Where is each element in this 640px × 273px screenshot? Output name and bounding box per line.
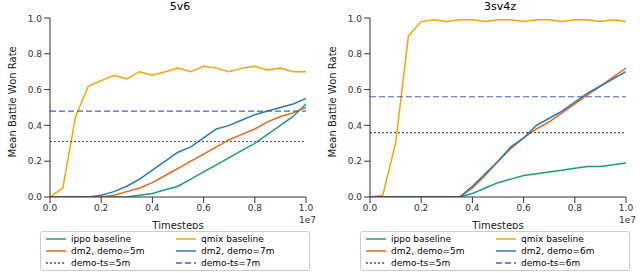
svg-text:0.2: 0.2 <box>348 156 362 166</box>
svg-text:Timesteps: Timesteps <box>471 220 523 229</box>
html-text:1e7: 1e7 <box>299 215 316 225</box>
svg-text:0.4: 0.4 <box>348 121 363 131</box>
svg-text:0.8: 0.8 <box>248 203 263 213</box>
svg-text:Mean Battle Won Rate: Mean Battle Won Rate <box>8 46 18 157</box>
html-text:1e7: 1e7 <box>619 215 636 225</box>
html-text:demo-ts=6m: demo-ts=6m <box>521 258 581 268</box>
svg-text:0.0: 0.0 <box>28 192 43 202</box>
svg-text:0.6: 0.6 <box>516 203 531 213</box>
html-text:3sv4z: 3sv4z <box>484 0 516 13</box>
html-text:dm2, demo=7m: dm2, demo=7m <box>201 246 275 256</box>
svg-text:0.2: 0.2 <box>28 156 42 166</box>
svg-text:1.0: 1.0 <box>28 14 43 24</box>
svg-text:0.0: 0.0 <box>363 203 378 213</box>
svg-text:Timesteps: Timesteps <box>151 220 203 229</box>
svg-text:1.0: 1.0 <box>299 203 314 213</box>
svg-text:0.8: 0.8 <box>348 49 363 59</box>
svg-text:0.0: 0.0 <box>43 203 58 213</box>
html-text:5v6: 5v6 <box>169 0 191 13</box>
html-text:qmix baseline: qmix baseline <box>201 234 264 244</box>
svg-text:1.0: 1.0 <box>348 14 363 24</box>
svg-text:0.2: 0.2 <box>414 203 428 213</box>
svg-text:1.0: 1.0 <box>619 203 632 213</box>
svg-text:0.2: 0.2 <box>94 203 108 213</box>
svg-text:0.4: 0.4 <box>28 121 43 131</box>
svg-text:0.4: 0.4 <box>465 203 480 213</box>
html-text:demo-ts=5m: demo-ts=5m <box>71 258 131 268</box>
html-text:dm2, demo=5m: dm2, demo=5m <box>391 246 465 256</box>
svg-text:0.4: 0.4 <box>145 203 160 213</box>
html-text:dm2, demo=5m: dm2, demo=5m <box>71 246 145 256</box>
svg-text:0.6: 0.6 <box>196 203 211 213</box>
svg-text:0.6: 0.6 <box>348 85 363 95</box>
html-text:demo-ts=7m: demo-ts=7m <box>201 258 261 268</box>
html-text:qmix baseline: qmix baseline <box>521 234 584 244</box>
html-text:ippo baseline: ippo baseline <box>391 234 451 244</box>
svg-text:0.6: 0.6 <box>28 85 43 95</box>
svg-text:0.8: 0.8 <box>568 203 583 213</box>
html-text:dm2, demo=6m: dm2, demo=6m <box>521 246 595 256</box>
svg-text:0.0: 0.0 <box>348 192 363 202</box>
svg-text:0.8: 0.8 <box>28 49 43 59</box>
svg-text:Mean Battle Won Rate: Mean Battle Won Rate <box>327 46 338 157</box>
html-text:ippo baseline: ippo baseline <box>71 234 131 244</box>
html-text:demo-ts=5m: demo-ts=5m <box>391 258 451 268</box>
